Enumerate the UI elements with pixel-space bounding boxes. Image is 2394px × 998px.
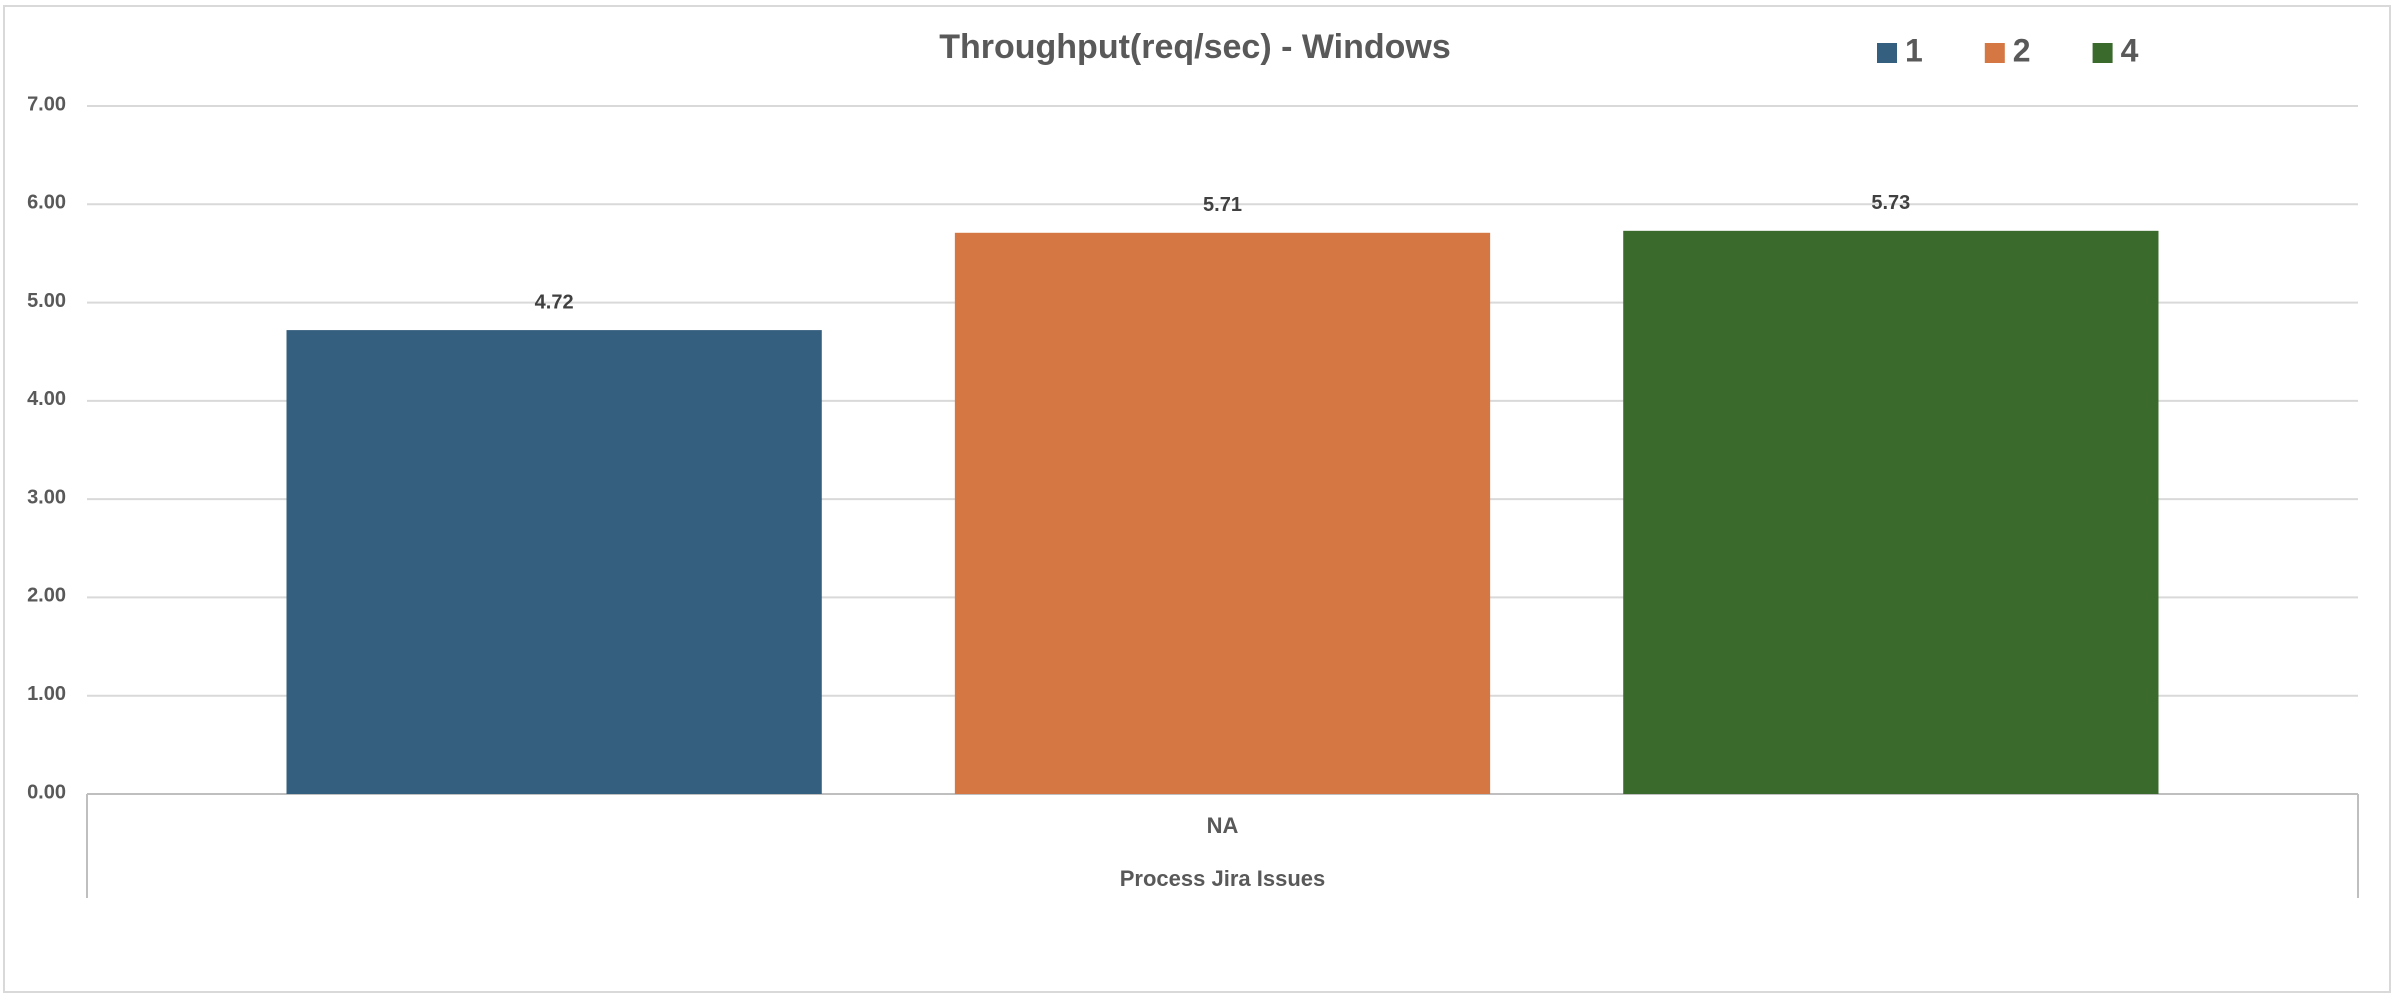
bar	[1623, 230, 2159, 794]
data-label: 5.71	[1203, 194, 1242, 216]
y-tick-label: 2.00	[27, 585, 66, 607]
legend-label: 1	[1905, 32, 1923, 68]
y-tick-label: 0.00	[27, 781, 66, 803]
data-label: 5.73	[1871, 192, 1910, 214]
y-tick-label: 4.00	[27, 388, 66, 410]
legend-swatch	[1984, 43, 2005, 63]
legend-label: 2	[2013, 32, 2031, 68]
y-tick-label: 1.00	[27, 683, 66, 705]
category-group-label: Process Jira Issues	[1120, 866, 1325, 891]
bar	[286, 330, 822, 794]
y-tick-label: 5.00	[27, 290, 66, 312]
legend-swatch	[2092, 43, 2113, 63]
chart-title: Throughput(req/sec) - Windows	[939, 28, 1451, 66]
legend-label: 4	[2121, 32, 2139, 68]
legend-swatch	[1877, 43, 1897, 63]
bar	[954, 232, 1491, 794]
y-tick-label: 7.00	[27, 93, 66, 115]
y-tick-label: 6.00	[27, 192, 66, 214]
x-tick-label: NA	[1207, 813, 1239, 838]
data-label: 4.72	[535, 291, 574, 313]
y-tick-label: 3.00	[27, 486, 66, 508]
